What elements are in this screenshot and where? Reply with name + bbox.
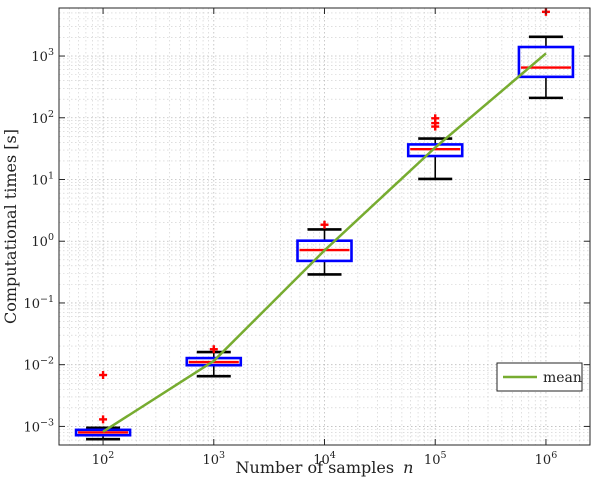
outlier-marker [431, 114, 440, 123]
y-tick-label-base: 10 [23, 420, 40, 435]
x-axis-title-variable: n [403, 458, 413, 477]
box-iqr [74, 428, 132, 437]
y-tick-label-exponent: −2 [40, 356, 54, 367]
y-tick-label-base: 10 [31, 173, 48, 188]
y-axis-title: Computational times [s] [1, 129, 20, 324]
mean-line [102, 52, 547, 433]
box-iqr [406, 143, 464, 158]
y-tick-label: 10−1 [23, 294, 54, 312]
y-tick-label: 100 [31, 232, 54, 250]
x-tick-label: 105 [424, 450, 447, 468]
legend: mean [496, 362, 583, 392]
x-tick-label: 103 [202, 450, 225, 468]
box-iqr [517, 45, 575, 79]
x-axis-title-text: Number of samples [236, 458, 395, 477]
x-tick-label-exponent: 2 [108, 450, 114, 461]
x-axis-title: Number of samples n [236, 458, 414, 477]
x-tick-label-base: 10 [92, 453, 109, 468]
y-tick-label: 10−3 [23, 417, 54, 435]
x-tick-label-exponent: 4 [330, 450, 336, 461]
y-tick-label-base: 10 [31, 50, 48, 65]
y-tick-label: 102 [31, 109, 54, 127]
x-tick-label-exponent: 5 [440, 450, 446, 461]
x-tick-label-exponent: 6 [551, 450, 557, 461]
x-tick-label-base: 10 [202, 453, 219, 468]
x-tick-label-base: 10 [424, 453, 441, 468]
box-iqr [185, 356, 243, 367]
x-tick-label: 102 [92, 450, 115, 468]
outlier-marker [99, 371, 108, 380]
legend-label-mean: mean [543, 370, 582, 386]
outlier-marker [209, 345, 218, 354]
x-tick-label: 104 [313, 450, 336, 468]
y-tick-label: 10−2 [23, 356, 54, 374]
y-tick-label-base: 10 [23, 297, 40, 312]
y-tick-label-exponent: 1 [48, 170, 54, 181]
y-tick-label-exponent: −3 [40, 417, 54, 428]
y-tick-label: 101 [31, 170, 54, 188]
x-tick-label-base: 10 [313, 453, 330, 468]
outlier-marker [320, 220, 329, 229]
outlier-marker [99, 415, 108, 424]
plot-area [74, 7, 575, 441]
y-tick-label-exponent: 3 [48, 47, 54, 58]
box-iqr [296, 239, 353, 263]
axis-ticks [59, 8, 590, 445]
y-tick-label-exponent: 2 [48, 109, 54, 120]
y-tick-label-exponent: 0 [48, 232, 54, 243]
x-tick-label-base: 10 [535, 453, 552, 468]
y-tick-label-exponent: −1 [40, 294, 54, 305]
y-tick-label-base: 10 [23, 359, 40, 374]
y-tick-label-base: 10 [31, 112, 48, 127]
y-tick-label-base: 10 [31, 235, 48, 250]
y-tick-label: 103 [31, 47, 54, 65]
x-tick-label: 106 [535, 450, 558, 468]
x-tick-label-exponent: 3 [219, 450, 225, 461]
